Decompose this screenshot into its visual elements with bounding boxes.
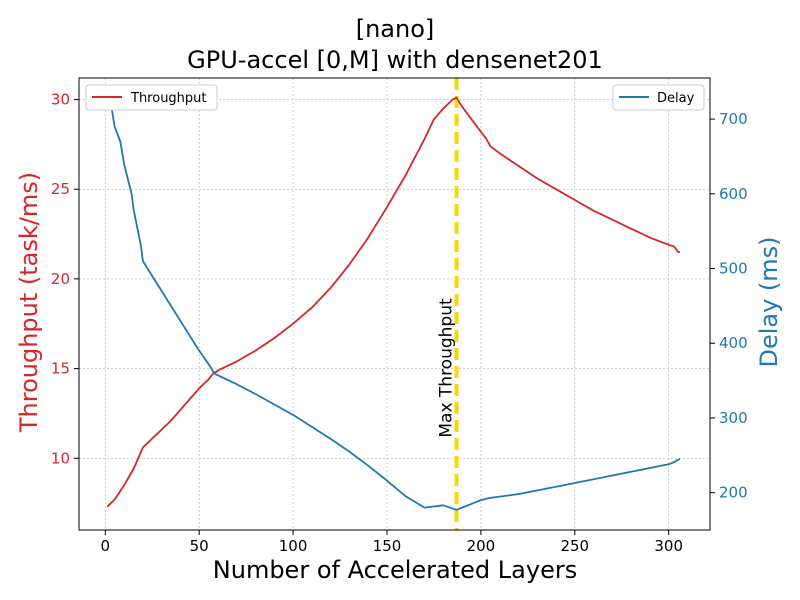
- y-right-tick-label: 300: [719, 409, 748, 427]
- chart-title-line2: GPU-accel [0,M] with densenet201: [187, 46, 603, 74]
- y-left-tick-label: 20: [51, 270, 70, 288]
- y-axis-label-right: Delay (ms): [755, 236, 783, 367]
- legend-delay: Delay: [612, 84, 705, 111]
- grid: [79, 78, 710, 530]
- y-right-tick-label: 500: [719, 260, 748, 278]
- throughput-line: [106, 96, 680, 508]
- x-tick-label: 150: [373, 537, 402, 555]
- x-tick-label: 200: [467, 537, 496, 555]
- legend-delay-label: Delay: [657, 91, 695, 106]
- y-right-tick-label: 400: [719, 334, 748, 352]
- y-left-tick-label: 10: [51, 449, 70, 467]
- y-right-tick-label: 700: [719, 110, 748, 128]
- x-tick-label: 300: [654, 537, 683, 555]
- x-tick-label: 100: [279, 537, 308, 555]
- legend-throughput: Throughput: [85, 84, 218, 111]
- x-tick-label: 250: [560, 537, 589, 555]
- y-left-tick-label: 15: [51, 360, 70, 378]
- y-ticks-left: 10 15 20 25 30: [51, 91, 79, 467]
- plot-frame: [78, 77, 711, 531]
- x-axis-label: Number of Accelerated Layers: [213, 556, 577, 584]
- max-throughput-marker: Max Throughput: [436, 78, 459, 530]
- y-left-tick-label: 30: [51, 91, 70, 109]
- legend-throughput-label: Throughput: [130, 91, 207, 106]
- x-tick-label: 0: [101, 537, 111, 555]
- max-throughput-label: Max Throughput: [436, 298, 456, 438]
- y-axis-label-left: Throughput (task/ms): [15, 172, 43, 433]
- series-group: [106, 96, 681, 511]
- y-left-tick-label: 25: [51, 180, 70, 198]
- y-right-tick-label: 200: [719, 484, 748, 502]
- y-ticks-right: 200 300 400 500 600 700: [710, 110, 748, 502]
- x-tick-label: 50: [190, 537, 209, 555]
- x-ticks: 0 50 100 150 200 250 300: [101, 530, 683, 555]
- chart-title-line1: [nano]: [356, 15, 435, 43]
- y-right-tick-label: 600: [719, 185, 748, 203]
- delay-line: [106, 96, 681, 511]
